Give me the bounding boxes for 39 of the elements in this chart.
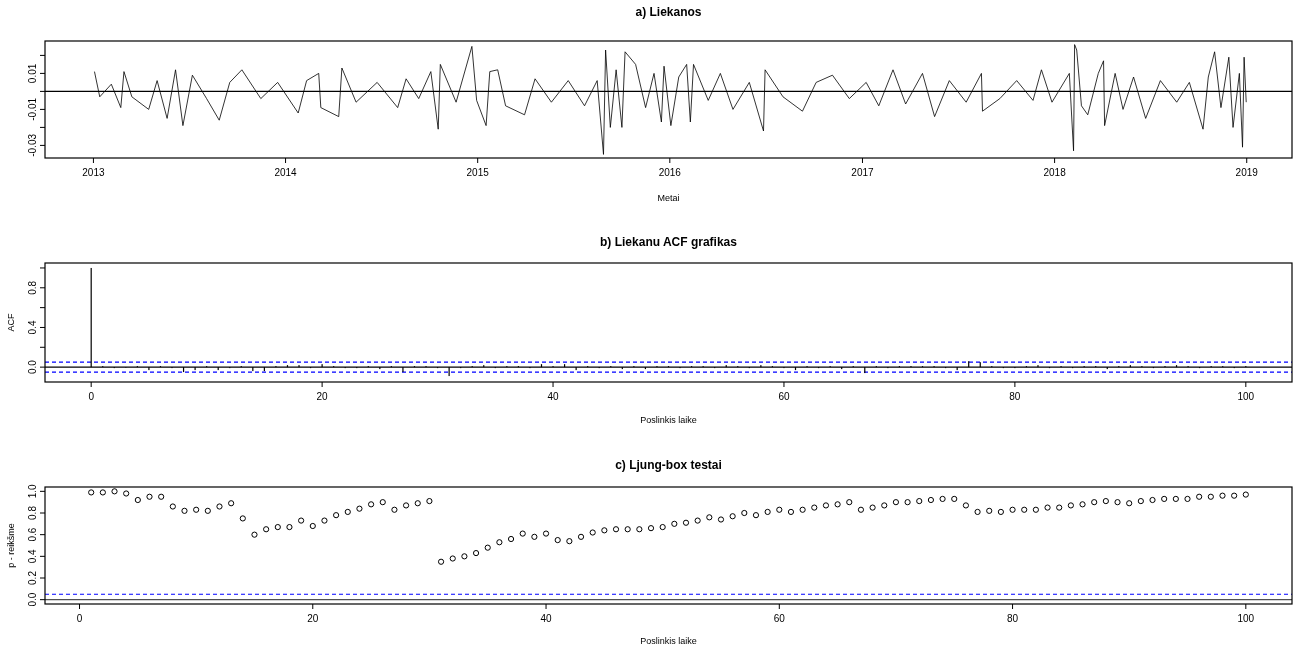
x-tick-label: 2016 <box>658 167 682 178</box>
y-tick-label: 0.8 <box>27 280 38 295</box>
y-tick-label: 1.0 <box>27 483 38 499</box>
x-tick-label: 80 <box>1009 391 1021 402</box>
x-tick-label: 2014 <box>274 167 298 178</box>
x-tick-label: 2015 <box>466 167 490 178</box>
x-tick-label: 2018 <box>1043 167 1067 178</box>
x-axis-title: Metai <box>657 193 680 203</box>
x-tick-label: 0 <box>88 391 95 402</box>
y-tick-label: 0.01 <box>27 63 38 84</box>
x-tick-label: 100 <box>1237 613 1255 624</box>
x-tick-label: 80 <box>1006 613 1019 624</box>
x-tick-label: 40 <box>540 613 553 624</box>
y-tick-label: 0.0 <box>27 359 38 375</box>
y-tick-label: 0.0 <box>27 592 38 607</box>
x-tick-label: 2019 <box>1235 167 1259 178</box>
chart-title: c) Ljung-box testai <box>615 458 722 472</box>
x-tick-label: 0 <box>76 613 83 624</box>
x-tick-label: 100 <box>1237 391 1255 402</box>
y-axis-title: p - reikšme <box>6 523 16 568</box>
x-axis-title: Poslinkis laike <box>640 415 697 425</box>
x-axis-title: Poslinkis laike <box>640 636 697 646</box>
y-axis-title: ACF <box>6 313 16 332</box>
x-tick-label: 2013 <box>82 167 105 178</box>
x-tick-label: 20 <box>316 391 329 402</box>
y-tick-label: 0.8 <box>27 505 38 520</box>
chart-title: a) Liekanos <box>635 5 702 19</box>
x-tick-label: 60 <box>778 391 790 402</box>
y-tick-label: -0.01 <box>27 97 38 121</box>
y-tick-label: -0.03 <box>27 133 38 157</box>
chart-title: b) Liekanu ACF grafikas <box>600 235 738 249</box>
y-tick-label: 0.2 <box>27 570 38 585</box>
x-tick-label: 40 <box>547 391 560 402</box>
x-tick-label: 20 <box>307 613 319 624</box>
y-tick-label: 0.4 <box>27 320 38 335</box>
y-tick-label: 0.4 <box>27 548 38 564</box>
x-tick-label: 2017 <box>851 167 875 178</box>
y-tick-label: 0.6 <box>27 527 38 542</box>
x-tick-label: 60 <box>773 613 786 624</box>
